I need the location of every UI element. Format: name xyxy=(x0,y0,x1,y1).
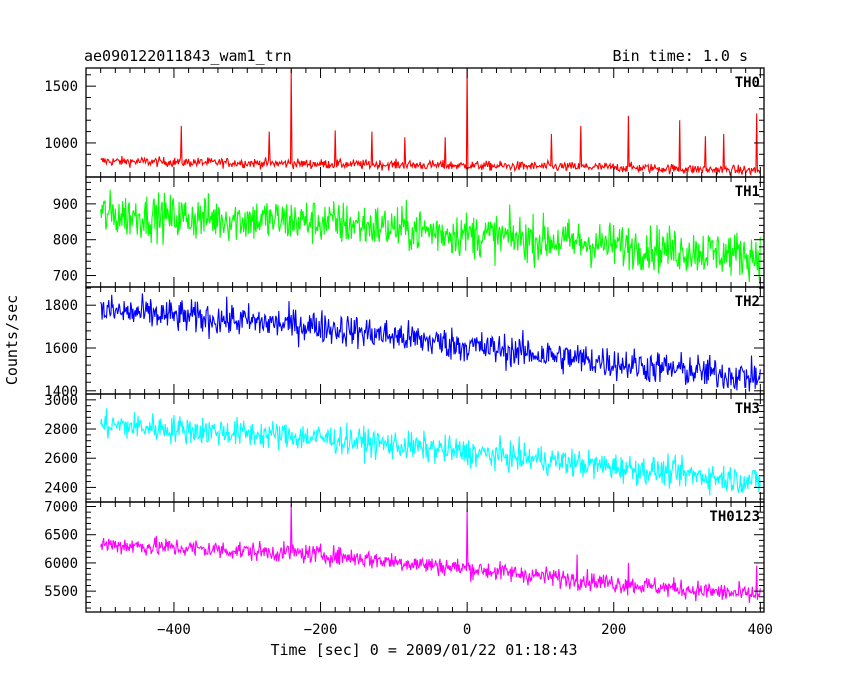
y-tick-label: 3000 xyxy=(44,393,78,409)
panel-label: TH1 xyxy=(735,184,760,200)
panel-th0123: 5500 6000 6500 7000 TH0123 xyxy=(44,500,765,613)
y-tick-label: 6500 xyxy=(44,528,78,544)
panel-label: TH3 xyxy=(735,401,760,417)
panel-th0: 1000 1500 TH0 xyxy=(44,67,765,178)
y-tick-label: 5500 xyxy=(44,584,78,600)
x-tick-label: 200 xyxy=(601,622,626,638)
y-tick-label: 6000 xyxy=(44,556,78,572)
y-tick-label: 1600 xyxy=(44,341,78,357)
panel-label: TH2 xyxy=(735,294,760,310)
series-line-th3 xyxy=(100,408,761,496)
panel-frame xyxy=(85,393,765,503)
y-tick-label: 1800 xyxy=(44,298,78,314)
panel-frame xyxy=(85,501,765,613)
y-tick-label: 900 xyxy=(53,197,78,213)
series-line-th1 xyxy=(100,189,761,284)
series-line-th0123 xyxy=(100,503,761,603)
panel-th3: 2400 2600 2800 3000 TH3 xyxy=(44,393,765,503)
y-tick-label: 1500 xyxy=(44,79,78,95)
x-tick-label: 400 xyxy=(748,622,773,638)
panels-layer: 1000 1500 TH0 700 800 900 TH1 1400 1600 1800 TH2 24… xyxy=(44,67,773,638)
y-tick-label: 2800 xyxy=(44,422,78,438)
bin-time-label: Bin time: 1.0 s xyxy=(613,47,748,65)
y-tick-label: 1000 xyxy=(44,136,78,152)
y-tick-label: 2600 xyxy=(44,451,78,467)
series-line-th0 xyxy=(100,68,761,177)
x-axis-label: Time [sec] 0 = 2009/01/22 01:18:43 xyxy=(270,641,577,659)
x-tick-label: −200 xyxy=(304,622,338,638)
y-axis-label: Counts/sec xyxy=(3,295,21,385)
panel-label: TH0123 xyxy=(709,509,760,525)
panel-label: TH0 xyxy=(735,75,760,91)
y-tick-label: 2400 xyxy=(44,480,78,496)
x-tick-label: 0 xyxy=(463,622,471,638)
y-tick-label: 700 xyxy=(53,269,78,285)
chart-title: ae090122011843_wam1_trn xyxy=(84,47,292,65)
panel-th2: 1400 1600 1800 TH2 xyxy=(44,286,765,400)
panel-th1: 700 800 900 TH1 xyxy=(53,176,765,288)
x-tick-label: −400 xyxy=(157,622,191,638)
y-tick-label: 7000 xyxy=(44,500,78,516)
series-line-th2 xyxy=(100,293,761,392)
y-tick-label: 800 xyxy=(53,233,78,249)
y-tick-label: 1400 xyxy=(44,384,78,400)
